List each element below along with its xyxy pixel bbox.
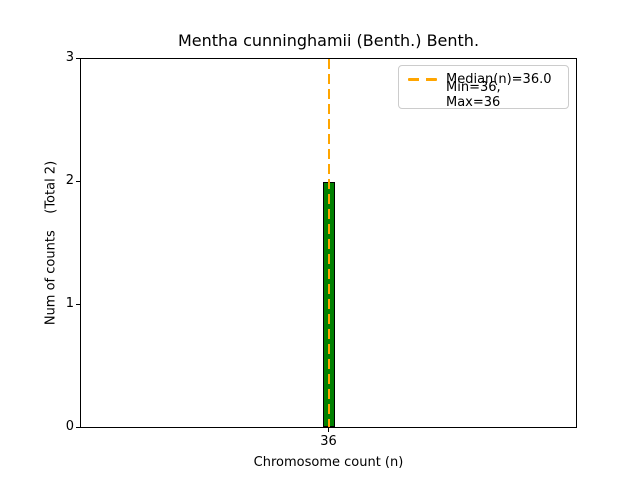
legend-row-minmax: Min=36, Max=36	[408, 80, 559, 110]
x-axis-label: Chromosome count (n)	[253, 455, 404, 470]
ytick-label-1: 1	[65, 296, 74, 311]
legend-box: Median(n)=36.0 Min=36, Max=36	[398, 65, 569, 110]
ytick-label-2: 2	[65, 173, 74, 188]
ytick-mark-2	[76, 180, 80, 182]
legend-median-label: Median(n)=36.0	[446, 71, 552, 87]
ytick-label-3: 3	[65, 50, 74, 65]
median-line	[327, 59, 330, 427]
ytick-mark-3	[76, 57, 80, 59]
legend-spacer	[408, 94, 437, 97]
y-axis-label: Num of counts (Total 2)	[43, 160, 59, 326]
ytick-mark-1	[76, 303, 80, 305]
median-dash-icon	[408, 77, 437, 81]
legend-row-median: Median(n)=36.0	[408, 71, 559, 87]
xtick-mark-36	[328, 428, 329, 432]
legend-minmax-label: Min=36, Max=36	[446, 80, 501, 110]
chart-title: Mentha cunninghamii (Benth.) Benth.	[177, 31, 480, 50]
ytick-mark-0	[76, 426, 80, 428]
xtick-label-36: 36	[320, 434, 337, 449]
plot-area	[80, 58, 577, 428]
ytick-label-0: 0	[65, 419, 74, 434]
